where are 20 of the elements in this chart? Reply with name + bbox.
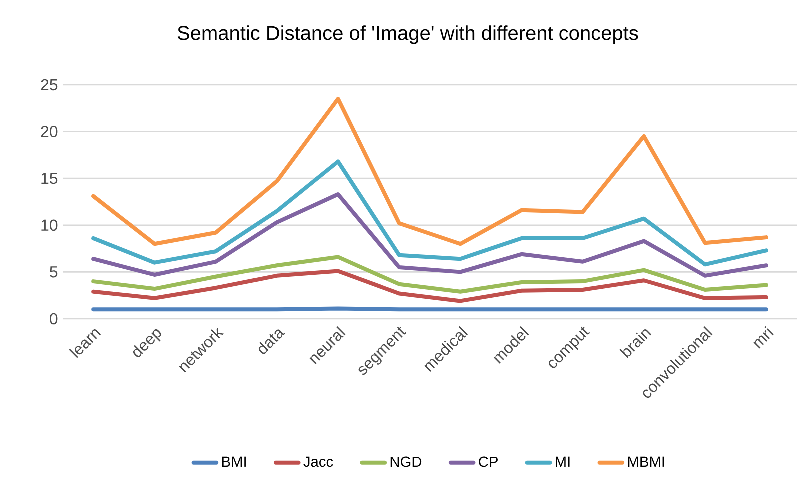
- legend-label: CP: [479, 456, 498, 468]
- line-series: [92, 160, 768, 267]
- y-tick-label: 5: [50, 266, 58, 278]
- y-tick-label: 20: [41, 126, 58, 138]
- legend-label: NGD: [390, 456, 422, 468]
- x-tick-label: data: [258, 330, 286, 354]
- chart-title: Semantic Distance of 'Image' with different concepts: [178, 26, 638, 44]
- legend-label: MI: [556, 456, 570, 467]
- line-series: [92, 192, 768, 278]
- y-tick-label: 10: [42, 220, 58, 232]
- line-series: [92, 255, 768, 294]
- line-series: [92, 97, 768, 246]
- y-tick-label: 25: [41, 79, 58, 91]
- y-tick-label: 15: [42, 173, 58, 184]
- legend-label: BMI: [222, 456, 246, 467]
- legend-label: Jacc: [304, 456, 334, 468]
- line-series: [92, 269, 768, 304]
- y-tick-label: 0: [50, 313, 58, 325]
- x-tick-label: mri: [754, 326, 774, 349]
- legend-label: MBMI: [628, 456, 664, 467]
